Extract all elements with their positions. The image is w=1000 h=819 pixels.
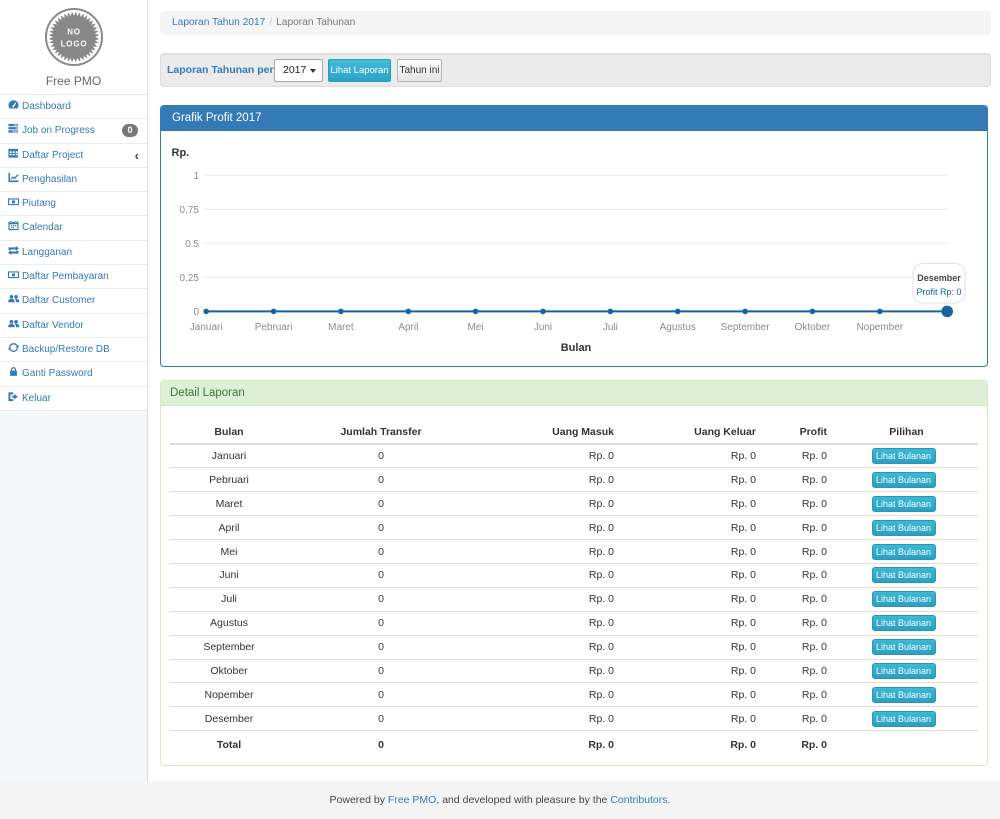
- svg-text:0.75: 0.75: [180, 205, 200, 216]
- svg-text:1: 1: [193, 171, 199, 182]
- svg-text:NO: NO: [67, 28, 81, 37]
- svg-text:Rp.: Rp.: [172, 147, 190, 159]
- svg-text:Profit Rp: 0: Profit Rp: 0: [916, 287, 961, 297]
- svg-text:Pebruari: Pebruari: [255, 322, 293, 333]
- svg-text:September: September: [721, 322, 771, 333]
- svg-text:Mei: Mei: [468, 322, 484, 333]
- svg-text:Maret: Maret: [328, 322, 354, 333]
- svg-text:Januari: Januari: [190, 322, 223, 333]
- svg-text:Nopember: Nopember: [856, 322, 903, 333]
- svg-text:Oktober: Oktober: [795, 322, 831, 333]
- svg-text:0.25: 0.25: [180, 273, 200, 284]
- svg-text:Juni: Juni: [534, 322, 552, 333]
- svg-text:Bulan: Bulan: [561, 342, 592, 354]
- svg-text:LOGO: LOGO: [60, 40, 87, 49]
- svg-text:Juli: Juli: [603, 322, 618, 333]
- svg-text:April: April: [398, 322, 418, 333]
- svg-text:0: 0: [193, 307, 199, 318]
- svg-text:Agustus: Agustus: [660, 322, 696, 333]
- svg-text:Desember: Desember: [917, 273, 961, 283]
- svg-text:0.5: 0.5: [185, 239, 199, 250]
